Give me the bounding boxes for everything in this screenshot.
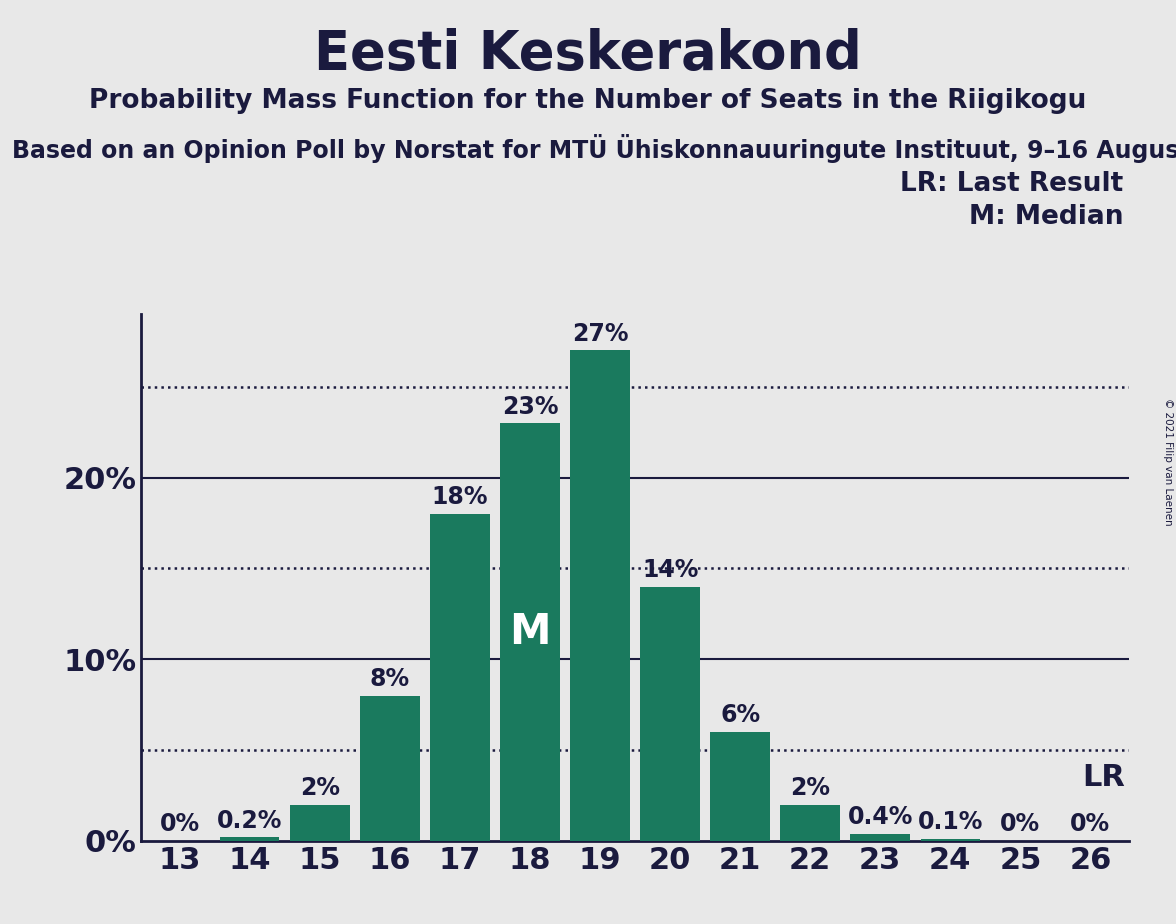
Text: 0%: 0%: [1070, 812, 1110, 836]
Text: LR: LR: [1083, 763, 1125, 792]
Bar: [640, 587, 700, 841]
Text: M: M: [509, 611, 550, 653]
Text: 0%: 0%: [160, 812, 200, 836]
Bar: [430, 514, 489, 841]
Bar: [781, 805, 840, 841]
Text: 2%: 2%: [790, 776, 830, 800]
Text: M: Median: M: Median: [969, 204, 1123, 230]
Text: 0.1%: 0.1%: [917, 810, 983, 834]
Text: 8%: 8%: [369, 667, 410, 691]
Text: 27%: 27%: [572, 322, 628, 346]
Text: 0.4%: 0.4%: [848, 805, 913, 829]
Text: Based on an Opinion Poll by Norstat for MTÜ Ühiskonnauuringute Instituut, 9–16 A: Based on an Opinion Poll by Norstat for …: [12, 134, 1176, 163]
Bar: [850, 833, 910, 841]
Bar: [570, 350, 630, 841]
Text: 18%: 18%: [432, 485, 488, 509]
Bar: [360, 696, 420, 841]
Text: © 2021 Filip van Laenen: © 2021 Filip van Laenen: [1163, 398, 1172, 526]
Text: Eesti Keskerakond: Eesti Keskerakond: [314, 28, 862, 79]
Text: 0%: 0%: [1001, 812, 1041, 836]
Bar: [710, 732, 770, 841]
Text: 14%: 14%: [642, 558, 699, 582]
Text: Probability Mass Function for the Number of Seats in the Riigikogu: Probability Mass Function for the Number…: [89, 88, 1087, 114]
Bar: [220, 837, 280, 841]
Text: LR: Last Result: LR: Last Result: [900, 171, 1123, 197]
Bar: [500, 423, 560, 841]
Text: 23%: 23%: [502, 395, 559, 419]
Bar: [921, 839, 980, 841]
Text: 6%: 6%: [720, 703, 760, 727]
Text: 2%: 2%: [300, 776, 340, 800]
Text: 0.2%: 0.2%: [218, 808, 282, 833]
Bar: [290, 805, 349, 841]
